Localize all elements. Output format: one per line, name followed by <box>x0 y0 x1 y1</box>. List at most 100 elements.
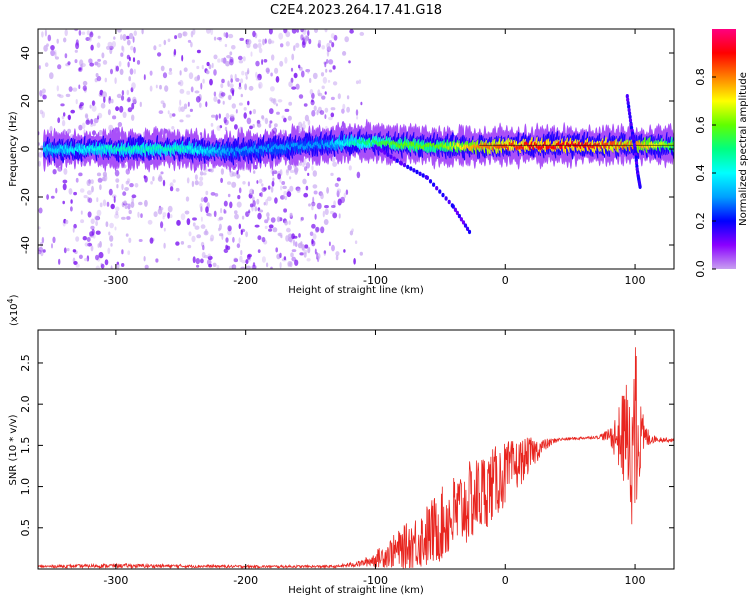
spectrogram-branch-mark <box>409 166 413 171</box>
spectrogram-noise-mark <box>300 29 304 33</box>
snr-frame <box>37 329 675 570</box>
spectrogram-noise-mark <box>126 35 130 40</box>
spectrogram-noise-mark <box>55 187 58 194</box>
spectrogram-noise-mark <box>97 115 100 120</box>
spectrogram-noise-mark <box>106 201 110 207</box>
spectrogram-noise-mark <box>91 105 97 112</box>
spectrogram-noise-mark <box>149 85 153 92</box>
spectrogram-noise-mark <box>276 216 281 223</box>
spectrogram-noise-mark <box>346 95 350 100</box>
spectrogram-noise-mark <box>144 199 148 207</box>
spectrogram-noise-mark <box>289 185 294 192</box>
spectrogram-noise-mark <box>63 247 67 254</box>
spectrogram-noise-mark <box>342 103 346 110</box>
spectrogram-noise-mark <box>213 69 217 76</box>
spectrogram-noise-mark <box>336 177 341 182</box>
spectrogram-noise-mark <box>275 76 280 83</box>
spectrogram-noise-mark <box>132 96 137 104</box>
spectrogram-noise-mark <box>322 76 328 84</box>
spectrogram-noise-mark <box>232 236 235 243</box>
spectrogram-noise-mark <box>304 244 309 249</box>
x-tick-label: -200 <box>233 574 258 587</box>
spectrogram-noise-mark <box>220 168 224 175</box>
spectrogram-noise-mark <box>259 209 264 213</box>
spectrogram-noise-mark <box>209 237 214 242</box>
spectrogram-noise-mark <box>58 94 64 99</box>
spectrogram-noise-mark <box>319 110 325 115</box>
spectrogram-noise-mark <box>249 110 252 115</box>
spectrogram-noise-mark <box>267 38 272 45</box>
spectrogram-noise-mark <box>38 226 41 230</box>
spectrogram-noise-mark <box>205 101 208 108</box>
spectrogram-noise-mark <box>280 185 283 191</box>
spectrogram-noise-mark <box>331 205 336 208</box>
spectrogram-noise-mark <box>127 96 131 102</box>
spectrogram-noise-mark <box>78 172 83 177</box>
spectrogram-noise-mark <box>262 38 265 46</box>
spectrogram-noise-mark <box>85 119 91 125</box>
spectrogram-noise-mark <box>324 114 327 119</box>
spectrogram-noise-mark <box>190 41 193 48</box>
spectrogram-noise-mark <box>155 84 158 89</box>
spectrogram-noise-mark <box>315 252 319 256</box>
spectrogram-noise-mark <box>274 123 278 128</box>
spectrogram-noise-mark <box>303 158 307 166</box>
spectrogram-noise-mark <box>191 59 195 63</box>
spectrogram-noise-mark <box>162 215 165 220</box>
spectrogram-branch-mark <box>412 168 416 173</box>
colorbar: 0.0 0.2 0.4 0.6 0.8 Normalized spectral ampl… <box>694 29 749 278</box>
spectrogram-branch-mark <box>399 161 403 166</box>
spectrogram-noise-mark <box>98 251 104 259</box>
spectrogram-noise-mark <box>311 223 316 229</box>
spectrogram-noise-mark <box>332 212 338 219</box>
spectrogram-branch-mark <box>626 97 630 102</box>
spectrogram-noise-mark <box>355 109 359 116</box>
spectrogram-noise-mark <box>301 41 306 48</box>
spectrogram-noise-mark <box>124 205 128 209</box>
spectrogram-noise-mark <box>85 37 90 41</box>
spectrogram-noise-mark <box>211 114 216 118</box>
x-tick-label: -100 <box>363 574 388 587</box>
spectrogram-noise-mark <box>96 42 101 48</box>
spectrogram-noise-mark <box>134 183 139 188</box>
spectrogram-noise-mark <box>78 254 83 259</box>
spectrogram-noise-mark <box>78 124 83 131</box>
spectrogram-noise-mark <box>149 70 153 76</box>
spectrogram-noise-mark <box>252 43 258 49</box>
spectrogram-noise-mark <box>279 252 282 258</box>
spectrogram-noise-mark <box>252 200 256 207</box>
spectrogram-noise-mark <box>110 203 115 210</box>
spectrogram-noise-mark <box>241 215 245 220</box>
spectrogram-noise-mark <box>110 265 113 269</box>
spectrogram-noise-mark <box>112 115 117 120</box>
spectrogram-noise-mark <box>126 89 130 96</box>
spectrogram-noise-mark <box>244 71 248 77</box>
spectrogram-noise-mark <box>285 31 291 38</box>
spectrogram-noise-mark <box>338 213 341 219</box>
spectrogram-noise-mark <box>287 164 292 171</box>
spectrogram-branch-mark <box>421 173 425 178</box>
x-tick-label: 0 <box>502 574 509 587</box>
spectrogram-noise-mark <box>56 38 59 44</box>
spectrogram-noise-mark <box>198 180 204 187</box>
snr-x-label: Height of straight line (km) <box>288 585 424 596</box>
y-tick-label: 0.5 <box>19 519 32 537</box>
spectrogram-branch-mark <box>389 154 393 159</box>
spectrogram-noise-mark <box>289 176 292 180</box>
spectrogram-noise-mark <box>300 216 304 221</box>
spectrogram-noise-mark <box>64 219 69 225</box>
spectrogram-noise-mark <box>110 68 113 75</box>
spectrogram-noise-mark <box>213 96 218 102</box>
spectrogram-noise-mark <box>86 179 91 186</box>
spectrogram-noise-mark <box>223 117 227 124</box>
spectrogram-noise-mark <box>90 123 93 127</box>
spectrogram-noise-mark <box>295 83 300 90</box>
spectrogram-noise-mark <box>39 109 44 115</box>
spectrogram-noise-mark <box>149 237 154 244</box>
spectrogram-noise-mark <box>244 83 248 91</box>
spectrogram-noise-mark <box>307 246 311 254</box>
spectrogram-noise-mark <box>256 198 260 205</box>
spectrogram-noise-mark <box>236 173 241 179</box>
spectrogram-noise-mark <box>229 83 234 88</box>
